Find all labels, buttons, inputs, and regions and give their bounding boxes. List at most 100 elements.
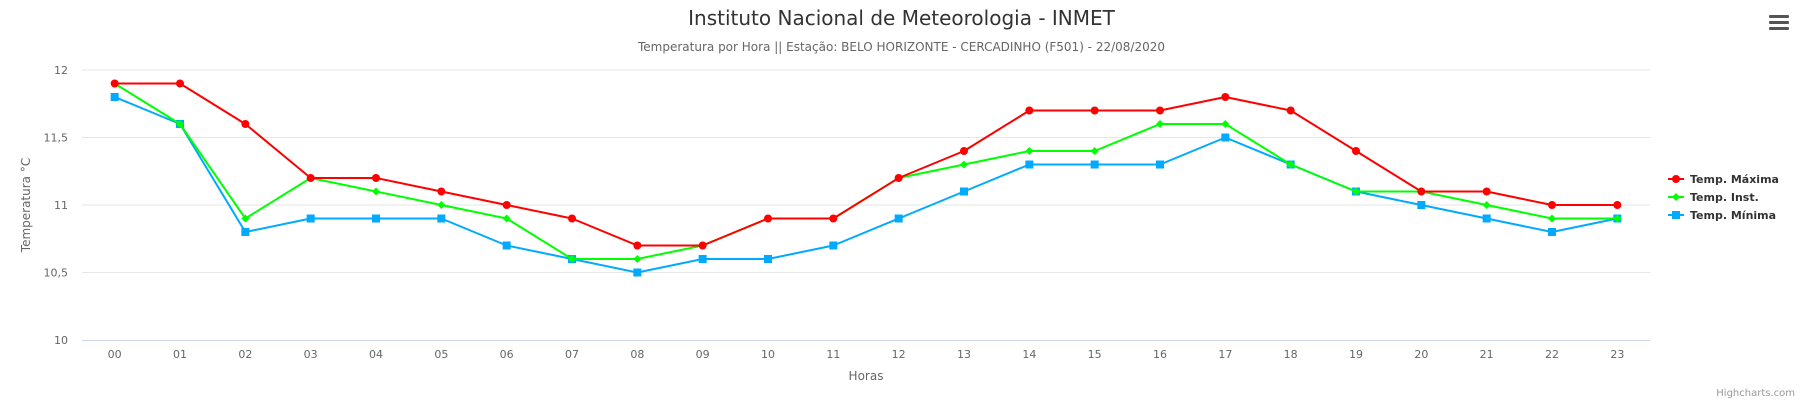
y-tick-label: 12 xyxy=(54,64,68,77)
legend: Temp. Máxima Temp. Inst. Temp. Mínima xyxy=(1668,173,1779,222)
data-point xyxy=(633,268,642,277)
legend-marker xyxy=(1672,175,1680,183)
credits-link[interactable]: Highcharts.com xyxy=(1716,388,1795,399)
chart-title: Instituto Nacional de Meteorologia - INM… xyxy=(688,6,1115,30)
data-point xyxy=(241,120,250,128)
legend-item[interactable]: Temp. Mínima xyxy=(1668,209,1776,222)
data-point xyxy=(1156,120,1164,128)
data-point xyxy=(1286,160,1295,169)
x-tick-label: 07 xyxy=(565,348,579,361)
x-tick-label: 09 xyxy=(696,348,710,361)
x-tick-label: 04 xyxy=(369,348,383,361)
data-point xyxy=(960,147,968,155)
data-point xyxy=(1025,147,1034,155)
data-point xyxy=(829,241,838,250)
x-tick-label: 06 xyxy=(500,348,514,361)
data-point xyxy=(1613,214,1622,223)
x-tick-label: 22 xyxy=(1545,348,1559,361)
data-point xyxy=(306,174,315,182)
data-point xyxy=(1221,93,1230,101)
data-point xyxy=(568,214,576,223)
data-point xyxy=(1482,201,1491,209)
data-point xyxy=(1417,201,1426,209)
series-line xyxy=(114,96,1618,274)
x-tick-label: 19 xyxy=(1349,348,1363,361)
data-point xyxy=(1025,106,1034,115)
x-tick-label: 10 xyxy=(761,348,775,361)
data-point xyxy=(1482,214,1491,223)
data-point xyxy=(1221,120,1230,128)
data-point xyxy=(437,201,446,209)
y-tick-label: 10,5 xyxy=(44,267,69,280)
data-point xyxy=(1482,187,1491,196)
x-tick-label: 12 xyxy=(892,348,906,361)
series-temp-m-xima xyxy=(110,79,1622,250)
grid-layer xyxy=(82,69,1650,273)
data-point xyxy=(698,255,707,263)
chart-subtitle: Temperatura por Hora || Estação: BELO HO… xyxy=(638,40,1165,54)
x-tick-label: 23 xyxy=(1610,348,1624,361)
hamburger-menu-icon[interactable] xyxy=(1769,12,1789,30)
data-point xyxy=(437,187,446,196)
data-point xyxy=(502,214,511,223)
x-tick-label: 13 xyxy=(957,348,971,361)
data-point xyxy=(829,214,838,223)
data-point xyxy=(1156,160,1164,169)
data-point xyxy=(241,228,250,236)
data-point xyxy=(1613,201,1622,209)
data-point xyxy=(176,120,184,128)
data-point xyxy=(960,187,968,196)
data-point xyxy=(306,214,315,223)
data-point xyxy=(1352,187,1360,196)
y-tick-label: 11 xyxy=(54,199,68,212)
data-point xyxy=(1156,106,1164,115)
data-point xyxy=(960,160,968,169)
data-point xyxy=(372,187,380,196)
x-tick-label: 16 xyxy=(1153,348,1167,361)
data-point xyxy=(502,241,511,250)
series-line xyxy=(114,82,1618,247)
data-point xyxy=(568,255,576,263)
series-temp-inst- xyxy=(110,79,1622,263)
data-point xyxy=(1352,147,1360,155)
series-temp-m-nima xyxy=(110,93,1622,277)
y-axis-title: Temperatura °C xyxy=(19,158,33,253)
legend-item[interactable]: Temp. Máxima xyxy=(1668,173,1779,186)
data-point xyxy=(372,174,380,182)
y-tick-label: 10 xyxy=(54,334,68,347)
series-layer xyxy=(110,79,1622,277)
data-point xyxy=(764,255,772,263)
legend-label: Temp. Mínima xyxy=(1690,209,1776,222)
data-point xyxy=(894,174,903,182)
data-point xyxy=(1548,228,1556,236)
x-axis-title: Horas xyxy=(849,369,884,383)
x-tick-label: 01 xyxy=(173,348,187,361)
legend-label: Temp. Máxima xyxy=(1690,173,1779,186)
axis-layer: 10 10,5 11 11,5 12 00 01 02 03 04 05 06 07 08 09 10 11 12… xyxy=(19,64,1650,383)
data-point xyxy=(764,214,772,223)
legend-label: Temp. Inst. xyxy=(1690,191,1759,204)
legend-item[interactable]: Temp. Inst. xyxy=(1668,191,1759,204)
legend-marker xyxy=(1672,193,1680,201)
data-point xyxy=(633,241,642,250)
x-tick-label: 03 xyxy=(304,348,318,361)
data-point xyxy=(502,201,511,209)
data-point xyxy=(1548,201,1556,209)
data-point xyxy=(1090,147,1099,155)
data-point xyxy=(633,255,642,263)
x-tick-label: 17 xyxy=(1218,348,1232,361)
x-tick-label: 14 xyxy=(1022,348,1036,361)
legend-marker xyxy=(1672,211,1680,219)
x-tick-label: 20 xyxy=(1414,348,1428,361)
data-point xyxy=(1286,106,1295,115)
data-point xyxy=(241,214,250,223)
x-tick-label: 02 xyxy=(238,348,252,361)
data-point xyxy=(110,79,119,88)
x-tick-label: 18 xyxy=(1284,348,1298,361)
y-tick-label: 11,5 xyxy=(44,132,69,145)
data-point xyxy=(1025,160,1034,169)
data-point xyxy=(110,93,119,101)
x-tick-label: 15 xyxy=(1088,348,1102,361)
data-point xyxy=(372,214,380,223)
x-tick-label: 05 xyxy=(434,348,448,361)
